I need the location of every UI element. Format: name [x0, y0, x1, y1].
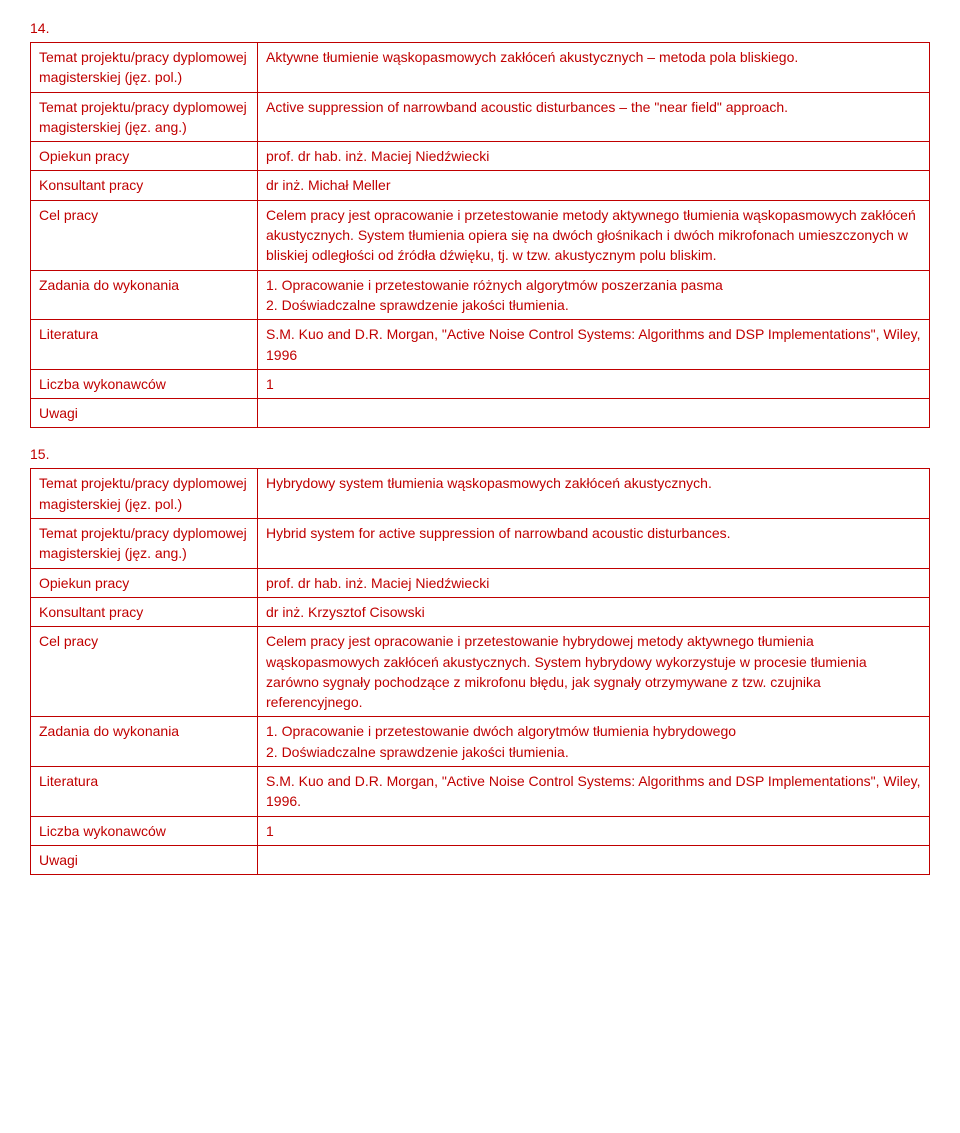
table-15: Temat projektu/pracy dyplomowej magister… — [30, 468, 930, 875]
row-value: Hybrydowy system tłumienia wąskopasmowyc… — [258, 469, 930, 519]
row-value — [258, 399, 930, 428]
row-value: 1. Opracowanie i przetestowanie dwóch al… — [258, 717, 930, 767]
row-label: Uwagi — [31, 845, 258, 874]
table-row: Zadania do wykonania1. Opracowanie i prz… — [31, 270, 930, 320]
table-14-body: Temat projektu/pracy dyplomowej magister… — [31, 43, 930, 428]
row-label: Zadania do wykonania — [31, 717, 258, 767]
row-label: Liczba wykonawców — [31, 369, 258, 398]
row-label: Cel pracy — [31, 627, 258, 717]
table-row: Temat projektu/pracy dyplomowej magister… — [31, 92, 930, 142]
row-value: dr inż. Michał Meller — [258, 171, 930, 200]
section-number-14: 14. — [30, 20, 930, 36]
row-value — [258, 845, 930, 874]
row-label: Temat projektu/pracy dyplomowej magister… — [31, 469, 258, 519]
table-row: Temat projektu/pracy dyplomowej magister… — [31, 43, 930, 93]
row-label: Literatura — [31, 767, 258, 817]
row-label: Liczba wykonawców — [31, 816, 258, 845]
table-row: Konsultant pracydr inż. Krzysztof Cisows… — [31, 597, 930, 626]
table-row: Temat projektu/pracy dyplomowej magister… — [31, 469, 930, 519]
row-value: Celem pracy jest opracowanie i przetesto… — [258, 627, 930, 717]
row-value: 1 — [258, 369, 930, 398]
table-row: Cel pracyCelem pracy jest opracowanie i … — [31, 627, 930, 717]
table-row: Opiekun pracyprof. dr hab. inż. Maciej N… — [31, 568, 930, 597]
row-value: Active suppression of narrowband acousti… — [258, 92, 930, 142]
row-label: Temat projektu/pracy dyplomowej magister… — [31, 519, 258, 569]
row-value: prof. dr hab. inż. Maciej Niedźwiecki — [258, 568, 930, 597]
row-label: Konsultant pracy — [31, 171, 258, 200]
table-row: Uwagi — [31, 845, 930, 874]
row-value: Aktywne tłumienie wąskopasmowych zakłóce… — [258, 43, 930, 93]
table-14: Temat projektu/pracy dyplomowej magister… — [30, 42, 930, 428]
row-value: S.M. Kuo and D.R. Morgan, "Active Noise … — [258, 767, 930, 817]
row-label: Zadania do wykonania — [31, 270, 258, 320]
table-row: Konsultant pracydr inż. Michał Meller — [31, 171, 930, 200]
row-label: Temat projektu/pracy dyplomowej magister… — [31, 43, 258, 93]
row-value: dr inż. Krzysztof Cisowski — [258, 597, 930, 626]
row-label: Cel pracy — [31, 200, 258, 270]
row-value: prof. dr hab. inż. Maciej Niedźwiecki — [258, 142, 930, 171]
table-row: Uwagi — [31, 399, 930, 428]
row-value: Celem pracy jest opracowanie i przetesto… — [258, 200, 930, 270]
row-label: Opiekun pracy — [31, 568, 258, 597]
row-value: Hybrid system for active suppression of … — [258, 519, 930, 569]
table-row: Temat projektu/pracy dyplomowej magister… — [31, 519, 930, 569]
table-row: LiteraturaS.M. Kuo and D.R. Morgan, "Act… — [31, 767, 930, 817]
row-value: 1 — [258, 816, 930, 845]
section-number-15: 15. — [30, 446, 930, 462]
row-value: 1. Opracowanie i przetestowanie różnych … — [258, 270, 930, 320]
row-label: Konsultant pracy — [31, 597, 258, 626]
row-label: Opiekun pracy — [31, 142, 258, 171]
row-label: Literatura — [31, 320, 258, 370]
row-value: S.M. Kuo and D.R. Morgan, "Active Noise … — [258, 320, 930, 370]
row-label: Uwagi — [31, 399, 258, 428]
table-row: Liczba wykonawców1 — [31, 369, 930, 398]
table-row: LiteraturaS.M. Kuo and D.R. Morgan, "Act… — [31, 320, 930, 370]
table-row: Opiekun pracyprof. dr hab. inż. Maciej N… — [31, 142, 930, 171]
table-row: Zadania do wykonania1. Opracowanie i prz… — [31, 717, 930, 767]
row-label: Temat projektu/pracy dyplomowej magister… — [31, 92, 258, 142]
table-15-body: Temat projektu/pracy dyplomowej magister… — [31, 469, 930, 875]
table-row: Liczba wykonawców1 — [31, 816, 930, 845]
table-row: Cel pracyCelem pracy jest opracowanie i … — [31, 200, 930, 270]
